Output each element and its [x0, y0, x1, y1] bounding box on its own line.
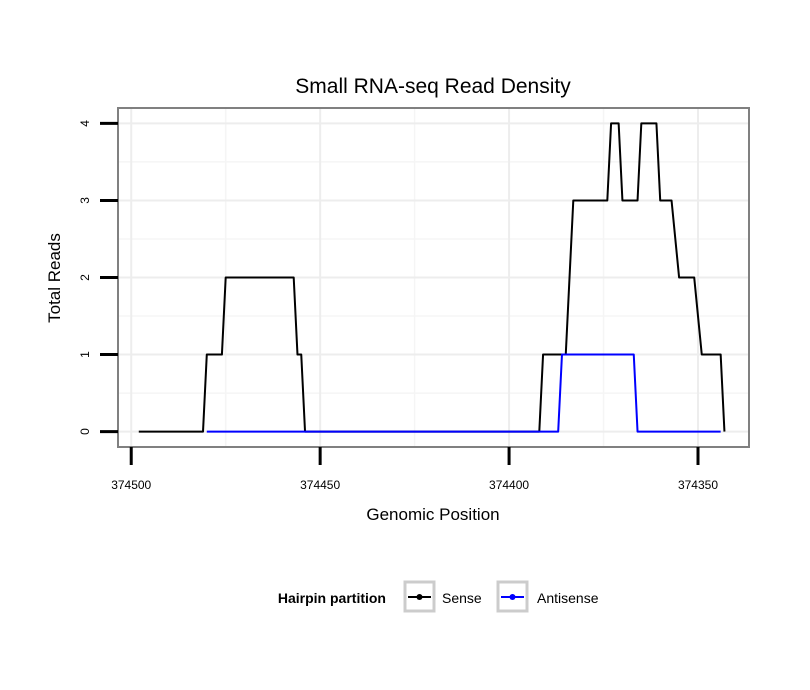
x-tick-label-2: 374400	[489, 478, 529, 492]
legend-point-sense	[416, 594, 423, 600]
legend: Hairpin partition Sense Antisense	[278, 580, 599, 613]
legend-point-antisense	[509, 594, 516, 600]
plot-area	[117, 107, 750, 448]
chart-title: Small RNA-seq Read Density	[295, 75, 571, 98]
y-tick-label-0: 0	[78, 428, 92, 435]
x-axis: 374500 374450 374400 374350	[111, 447, 718, 492]
y-tick-label-4: 4	[78, 120, 92, 127]
legend-label-antisense: Antisense	[537, 590, 599, 606]
series-line-antisense	[206, 353, 721, 433]
series-group	[138, 122, 726, 433]
legend-label-sense: Sense	[442, 590, 482, 606]
legend-title: Hairpin partition	[278, 590, 386, 606]
x-tick-label-1: 374450	[300, 478, 340, 492]
legend-item-antisense: Antisense	[496, 580, 599, 613]
y-tick-label-2: 2	[78, 274, 92, 281]
y-tick-label-1: 1	[78, 351, 92, 358]
series-line-sense	[138, 122, 726, 433]
y-axis-title: Total Reads	[45, 233, 64, 323]
grid	[118, 108, 749, 447]
legend-item-sense: Sense	[403, 580, 482, 613]
x-axis-title: Genomic Position	[366, 505, 499, 524]
x-tick-label-3: 374350	[678, 478, 718, 492]
x-tick-label-0: 374500	[111, 478, 151, 492]
y-axis: 0 1 2 3 4	[78, 120, 118, 435]
y-tick-label-3: 3	[78, 197, 92, 204]
